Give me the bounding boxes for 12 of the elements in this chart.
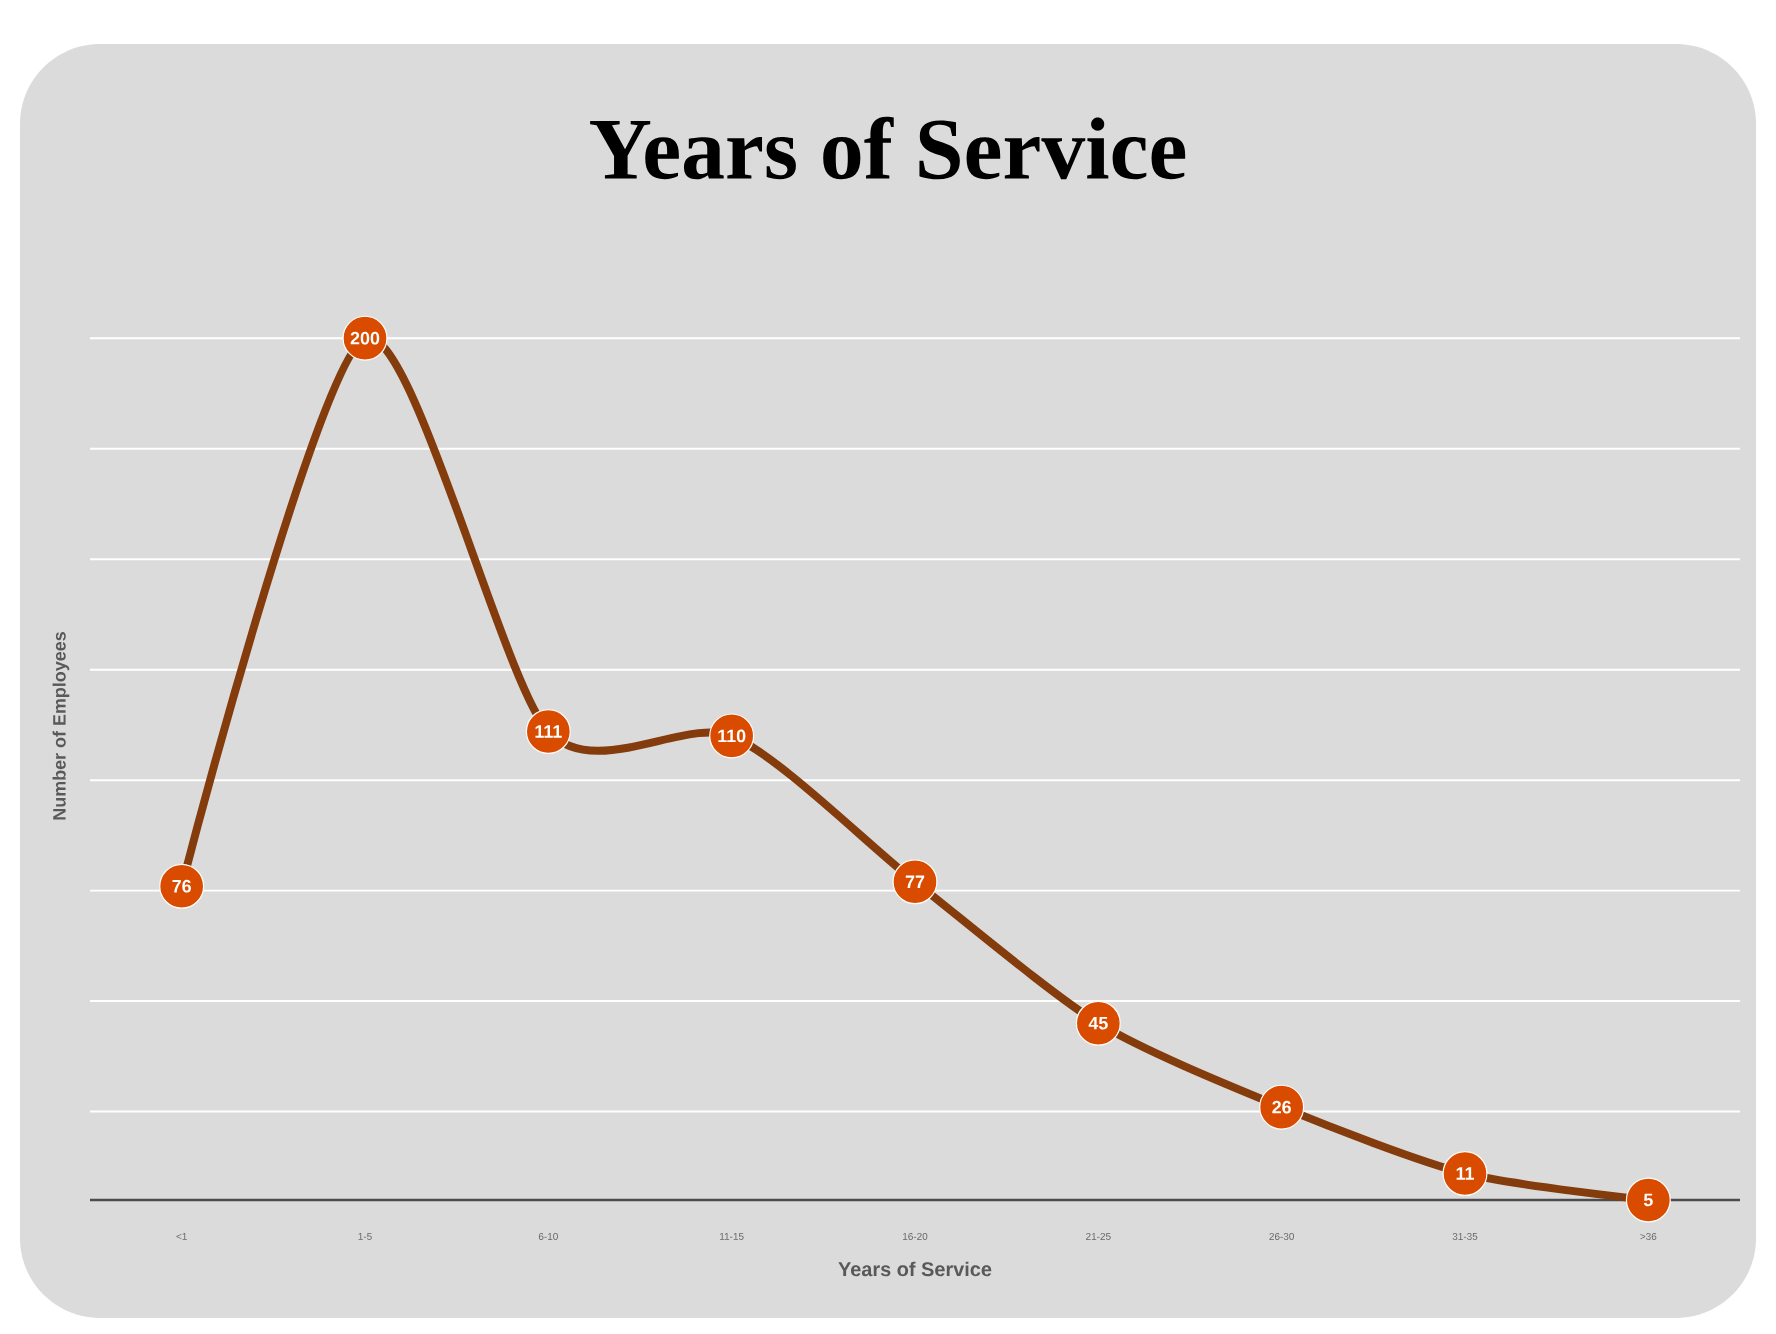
data-label: 111 [535,725,562,738]
data-label: 200 [350,331,380,345]
data-label: 110 [718,729,746,743]
data-label: 45 [1088,1016,1108,1030]
chart-title: Years of Service [590,116,1186,180]
data-label: 76 [172,879,191,893]
data-label: 77 [905,875,925,888]
data-label: 5 [1643,1193,1653,1207]
y-axis-title: Number of Employees [52,632,70,820]
x-axis-title: Years of Service [838,1261,992,1277]
data-label: 11 [1456,1167,1474,1180]
data-label: 26 [1272,1100,1291,1114]
